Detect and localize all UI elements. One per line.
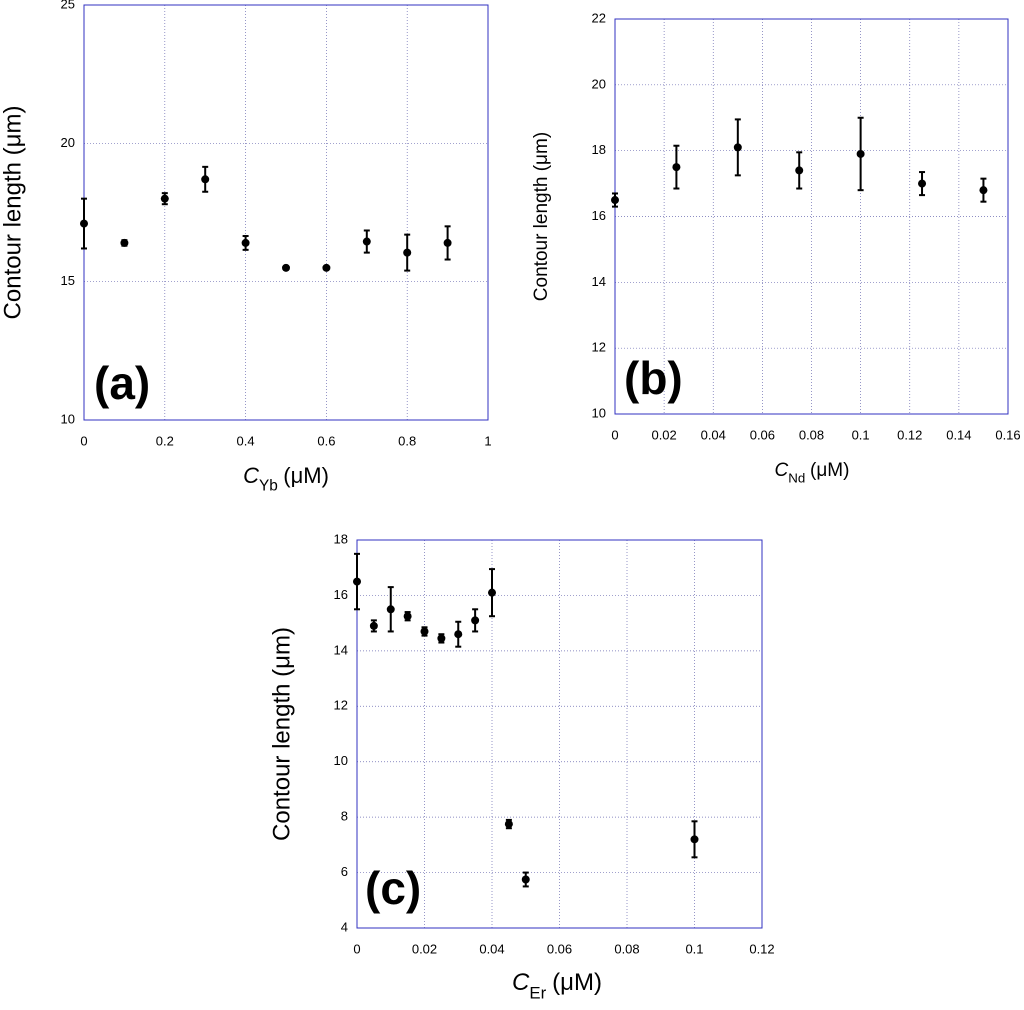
y-axis-label: Contour length (μm) bbox=[268, 627, 295, 841]
x-axis-label: CNd (μM) bbox=[775, 460, 850, 486]
x-tick-label: 0.12 bbox=[749, 941, 774, 956]
x-label-unit: (μM) bbox=[552, 969, 602, 996]
x-axis-label: CEr (μM) bbox=[512, 969, 602, 1002]
y-tick-label: 14 bbox=[592, 274, 606, 289]
x-tick-label: 0.02 bbox=[412, 941, 437, 956]
y-tick-label: 12 bbox=[592, 340, 606, 355]
x-tick-label: 0.8 bbox=[398, 433, 416, 448]
x-tick-label: 0 bbox=[611, 427, 618, 442]
panel-label: (a) bbox=[94, 357, 150, 409]
data-point bbox=[443, 238, 452, 247]
y-tick-label: 15 bbox=[61, 273, 75, 288]
x-tick-label: 0 bbox=[80, 433, 87, 448]
data-point bbox=[918, 179, 927, 188]
data-point bbox=[690, 835, 699, 844]
y-tick-label: 4 bbox=[341, 919, 348, 934]
panel-label: (b) bbox=[624, 352, 683, 404]
data-point bbox=[403, 612, 412, 621]
data-point bbox=[322, 263, 331, 272]
data-point bbox=[160, 194, 169, 203]
data-point bbox=[353, 577, 361, 586]
y-tick-label: 14 bbox=[334, 642, 348, 657]
x-tick-label: 0.06 bbox=[750, 427, 775, 442]
y-axis-label: Contour length (μm) bbox=[531, 132, 552, 301]
plot-frame bbox=[614, 18, 1009, 415]
x-tick-label: 0.4 bbox=[237, 433, 255, 448]
data-point bbox=[80, 219, 88, 228]
x-tick-label: 0.02 bbox=[651, 427, 676, 442]
y-tick-label: 18 bbox=[592, 142, 606, 157]
data-point bbox=[488, 588, 496, 597]
data-point bbox=[386, 605, 395, 614]
y-tick-label: 18 bbox=[334, 531, 348, 546]
x-tick-label: 0.2 bbox=[156, 433, 174, 448]
data-point bbox=[362, 237, 371, 246]
data-point bbox=[795, 166, 804, 175]
x-axis-label: CYb (μM) bbox=[243, 463, 329, 495]
data-point bbox=[241, 238, 250, 247]
y-tick-label: 16 bbox=[334, 587, 348, 602]
data-point bbox=[521, 875, 530, 884]
data-point bbox=[471, 616, 480, 625]
data-point bbox=[672, 163, 681, 172]
data-point bbox=[856, 149, 865, 158]
y-tick-label: 25 bbox=[61, 0, 75, 11]
x-tick-label: 0.16 bbox=[995, 427, 1020, 442]
x-tick-label: 0.1 bbox=[852, 427, 870, 442]
data-point bbox=[611, 196, 619, 205]
x-label-symbol: C bbox=[775, 460, 789, 481]
data-point bbox=[403, 248, 412, 257]
y-axis-label: Contour length (μm) bbox=[0, 106, 26, 320]
x-label-subscript: Yb bbox=[259, 478, 278, 495]
data-point bbox=[454, 630, 463, 639]
data-point bbox=[369, 621, 378, 630]
x-tick-label: 0.12 bbox=[897, 427, 922, 442]
x-tick-label: 0.08 bbox=[799, 427, 824, 442]
y-tick-label: 16 bbox=[592, 208, 606, 223]
x-label-unit: (μM) bbox=[810, 460, 849, 481]
data-point bbox=[437, 634, 446, 643]
y-tick-label: 12 bbox=[334, 698, 348, 713]
data-point bbox=[120, 238, 129, 247]
data-point bbox=[504, 820, 513, 829]
panel-label: (c) bbox=[365, 862, 421, 914]
x-tick-label: 0.6 bbox=[317, 433, 335, 448]
data-point bbox=[979, 186, 988, 195]
y-tick-label: 6 bbox=[341, 864, 348, 879]
y-tick-label: 20 bbox=[592, 76, 606, 91]
y-tick-label: 10 bbox=[592, 405, 606, 420]
y-tick-label: 22 bbox=[592, 10, 606, 25]
x-tick-label: 0.04 bbox=[479, 941, 504, 956]
x-label-subscript: Nd bbox=[788, 471, 805, 486]
x-tick-label: 0.06 bbox=[547, 941, 572, 956]
plot-frame bbox=[356, 539, 763, 929]
x-tick-label: 0.14 bbox=[946, 427, 971, 442]
data-point bbox=[282, 263, 290, 272]
y-tick-label: 10 bbox=[334, 753, 348, 768]
x-label-unit: (μM) bbox=[283, 463, 329, 488]
y-tick-label: 10 bbox=[61, 411, 75, 426]
data-point bbox=[420, 627, 429, 636]
y-tick-label: 20 bbox=[61, 135, 75, 150]
y-tick-label: 8 bbox=[341, 809, 348, 824]
x-label-symbol: C bbox=[243, 463, 259, 488]
x-label-subscript: Er bbox=[529, 983, 546, 1002]
x-tick-label: 0.08 bbox=[614, 941, 639, 956]
data-point bbox=[201, 175, 210, 184]
x-tick-label: 0.04 bbox=[701, 427, 726, 442]
x-tick-label: 0 bbox=[353, 941, 360, 956]
x-label-symbol: C bbox=[512, 969, 530, 996]
x-tick-label: 1 bbox=[484, 433, 491, 448]
x-tick-label: 0.1 bbox=[685, 941, 703, 956]
data-point bbox=[733, 143, 742, 152]
